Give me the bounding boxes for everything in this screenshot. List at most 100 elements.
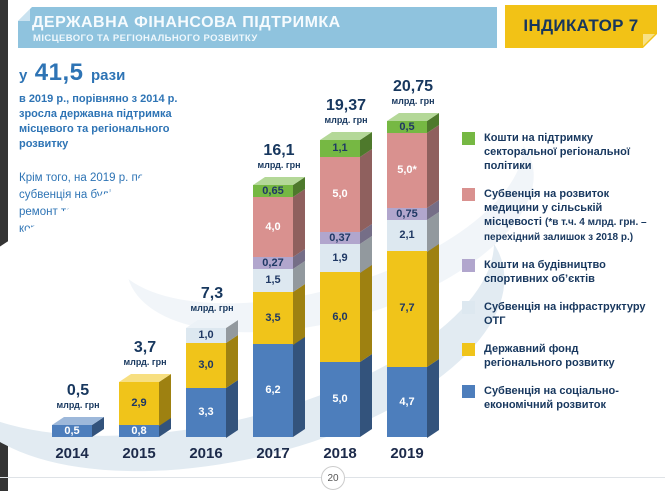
bar-segment bbox=[253, 197, 293, 257]
bar-segment bbox=[119, 425, 159, 437]
page-subtitle: МІСЦЕВОГО ТА РЕГІОНАЛЬНОГО РОЗВИТКУ bbox=[33, 33, 258, 44]
bar-segment-side bbox=[360, 148, 372, 232]
bar-segment-side bbox=[427, 124, 439, 208]
bar-segment bbox=[253, 185, 293, 197]
bar-total-unit: млрд. грн bbox=[190, 302, 234, 313]
bar-segment-side bbox=[226, 334, 238, 388]
legend-label: Кошти на будівництво спортивних об’єктів bbox=[484, 259, 606, 285]
bar-total-unit: млрд. грн bbox=[324, 115, 368, 125]
segment-value-label: 4,7 bbox=[399, 395, 415, 408]
bar-segment bbox=[253, 344, 293, 437]
bar-total-label: 16,1 млрд. грн bbox=[244, 142, 314, 170]
segment-value-label: 5,0 bbox=[332, 393, 348, 405]
legend-label: Кошти на підтримку секторальної регіонал… bbox=[484, 132, 630, 172]
legend-label: Субвенція на інфраструктуру ОТГ bbox=[484, 301, 646, 327]
segment-value-label: 0,65 bbox=[262, 185, 284, 197]
legend-swatch-blue bbox=[462, 385, 475, 398]
x-axis-year-label: 2018 bbox=[323, 445, 357, 462]
legend-label: Субвенція на соціально-економічний розви… bbox=[484, 385, 619, 411]
x-axis-year-label: 2017 bbox=[256, 445, 290, 462]
x-axis-year-label: 2016 bbox=[189, 445, 223, 462]
bar-segment bbox=[320, 156, 360, 232]
bar-segment bbox=[186, 342, 226, 388]
segment-value-label: 2,1 bbox=[399, 228, 415, 241]
page-title: ДЕРЖАВНА ФІНАНСОВА ПІДТРИМКА bbox=[32, 14, 341, 31]
bar-total-label: 7,3 млрд. грн bbox=[177, 285, 247, 313]
bar-segment-side bbox=[360, 354, 372, 437]
legend-item: Субвенція на інфраструктуру ОТГ bbox=[462, 300, 659, 329]
legend-swatch-pink bbox=[462, 188, 475, 201]
bar-total-unit: млрд. грн bbox=[123, 356, 167, 367]
legend-swatch-gray bbox=[462, 301, 475, 314]
bar-segment-side bbox=[293, 283, 305, 344]
segment-value-label: 3,3 bbox=[198, 405, 214, 418]
bar-segment-side bbox=[360, 264, 372, 362]
bar-segment bbox=[119, 381, 159, 425]
page-number-badge: 20 bbox=[321, 466, 345, 490]
bar-total-value: 7,3 bbox=[200, 284, 224, 302]
bar-segment bbox=[387, 251, 427, 367]
segment-value-label: 1,9 bbox=[332, 251, 348, 264]
segment-value-label: 0,37 bbox=[329, 231, 351, 244]
x-axis-year-label: 2014 bbox=[55, 445, 89, 462]
bar-segment bbox=[320, 362, 360, 437]
indicator-corner-fold bbox=[643, 34, 655, 46]
x-axis-year-label: 2019 bbox=[390, 445, 424, 462]
segment-value-label: 0,5 bbox=[399, 120, 415, 133]
segment-value-label: 0,27 bbox=[262, 257, 284, 269]
segment-value-label: 0,8 bbox=[131, 425, 147, 437]
segment-value-label: 1,5 bbox=[265, 274, 281, 286]
bar-segment bbox=[253, 291, 293, 344]
bar-total-unit: млрд. грн bbox=[257, 160, 301, 170]
legend-swatch-purple bbox=[462, 259, 475, 272]
bar-total-label: 20,75 млрд. грн bbox=[378, 78, 448, 106]
segment-value-label: 6,0 bbox=[332, 311, 348, 323]
legend-swatch-yellow bbox=[462, 343, 475, 356]
segment-value-label: 4,0 bbox=[265, 221, 281, 233]
segment-value-label: 0,75 bbox=[396, 207, 418, 220]
legend-label: Субвенція на розвиток медицини у сільськ… bbox=[484, 188, 647, 243]
segment-value-label: 5,0* bbox=[397, 163, 417, 176]
segment-value-label: 0,5 bbox=[64, 425, 80, 437]
header: ДЕРЖАВНА ФІНАНСОВА ПІДТРИМКА МІСЦЕВОГО Т… bbox=[18, 7, 497, 48]
bar-segment bbox=[320, 272, 360, 362]
legend-item: Субвенція на розвиток медицини у сільськ… bbox=[462, 187, 659, 245]
bar-segment bbox=[253, 269, 293, 292]
bar-segment bbox=[320, 243, 360, 272]
segment-value-label: 6,2 bbox=[265, 384, 281, 396]
bar-segment-side bbox=[427, 243, 439, 367]
segment-value-label: 1,0 bbox=[198, 328, 214, 341]
segment-value-label: 5,0 bbox=[332, 187, 348, 200]
legend-label: Державний фонд регіонального розвитку bbox=[484, 343, 615, 369]
bar-total-value: 19,37 bbox=[325, 97, 367, 114]
bar-segment-side bbox=[159, 373, 171, 425]
bar-segment-side bbox=[226, 379, 238, 437]
bar-total-label: 3,7 млрд. грн bbox=[110, 339, 180, 367]
segment-value-label: 1,1 bbox=[332, 142, 348, 154]
bar-total-value: 3,7 bbox=[133, 338, 157, 356]
legend-item: Кошти на будівництво спортивних об’єктів bbox=[462, 258, 659, 287]
bar-total-value: 16,1 bbox=[263, 142, 295, 159]
bar-segment-side bbox=[293, 336, 305, 437]
indicator-badge: ІНДИКАТОР 7 bbox=[505, 5, 657, 48]
bar-segment bbox=[320, 140, 360, 157]
bar-segment bbox=[186, 387, 226, 437]
summary-lead-prefix: у bbox=[19, 67, 28, 84]
segment-value-label: 3,0 bbox=[198, 358, 214, 371]
bar-total-value: 20,75 bbox=[392, 77, 434, 95]
bar-segment bbox=[52, 425, 92, 437]
header-corner-notch bbox=[18, 7, 32, 21]
summary-lead: у 41,5 рази bbox=[19, 60, 229, 89]
legend-swatch-green bbox=[462, 132, 475, 145]
bar-segment bbox=[320, 231, 360, 244]
bar-segment bbox=[387, 366, 427, 437]
legend-item: Кошти на підтримку секторальної регіонал… bbox=[462, 131, 659, 174]
legend-item: Субвенція на соціально-економічний розви… bbox=[462, 384, 659, 413]
bar-segment bbox=[387, 207, 427, 220]
bar-total-label: 19,37 млрд. грн bbox=[311, 97, 381, 125]
bar-segment bbox=[186, 327, 226, 343]
bar-total-value: 0,5 bbox=[66, 382, 90, 399]
segment-value-label: 7,7 bbox=[399, 302, 415, 314]
indicator-label: ІНДИКАТОР 7 bbox=[523, 16, 639, 35]
legend-item: Державний фонд регіонального розвитку bbox=[462, 342, 659, 371]
